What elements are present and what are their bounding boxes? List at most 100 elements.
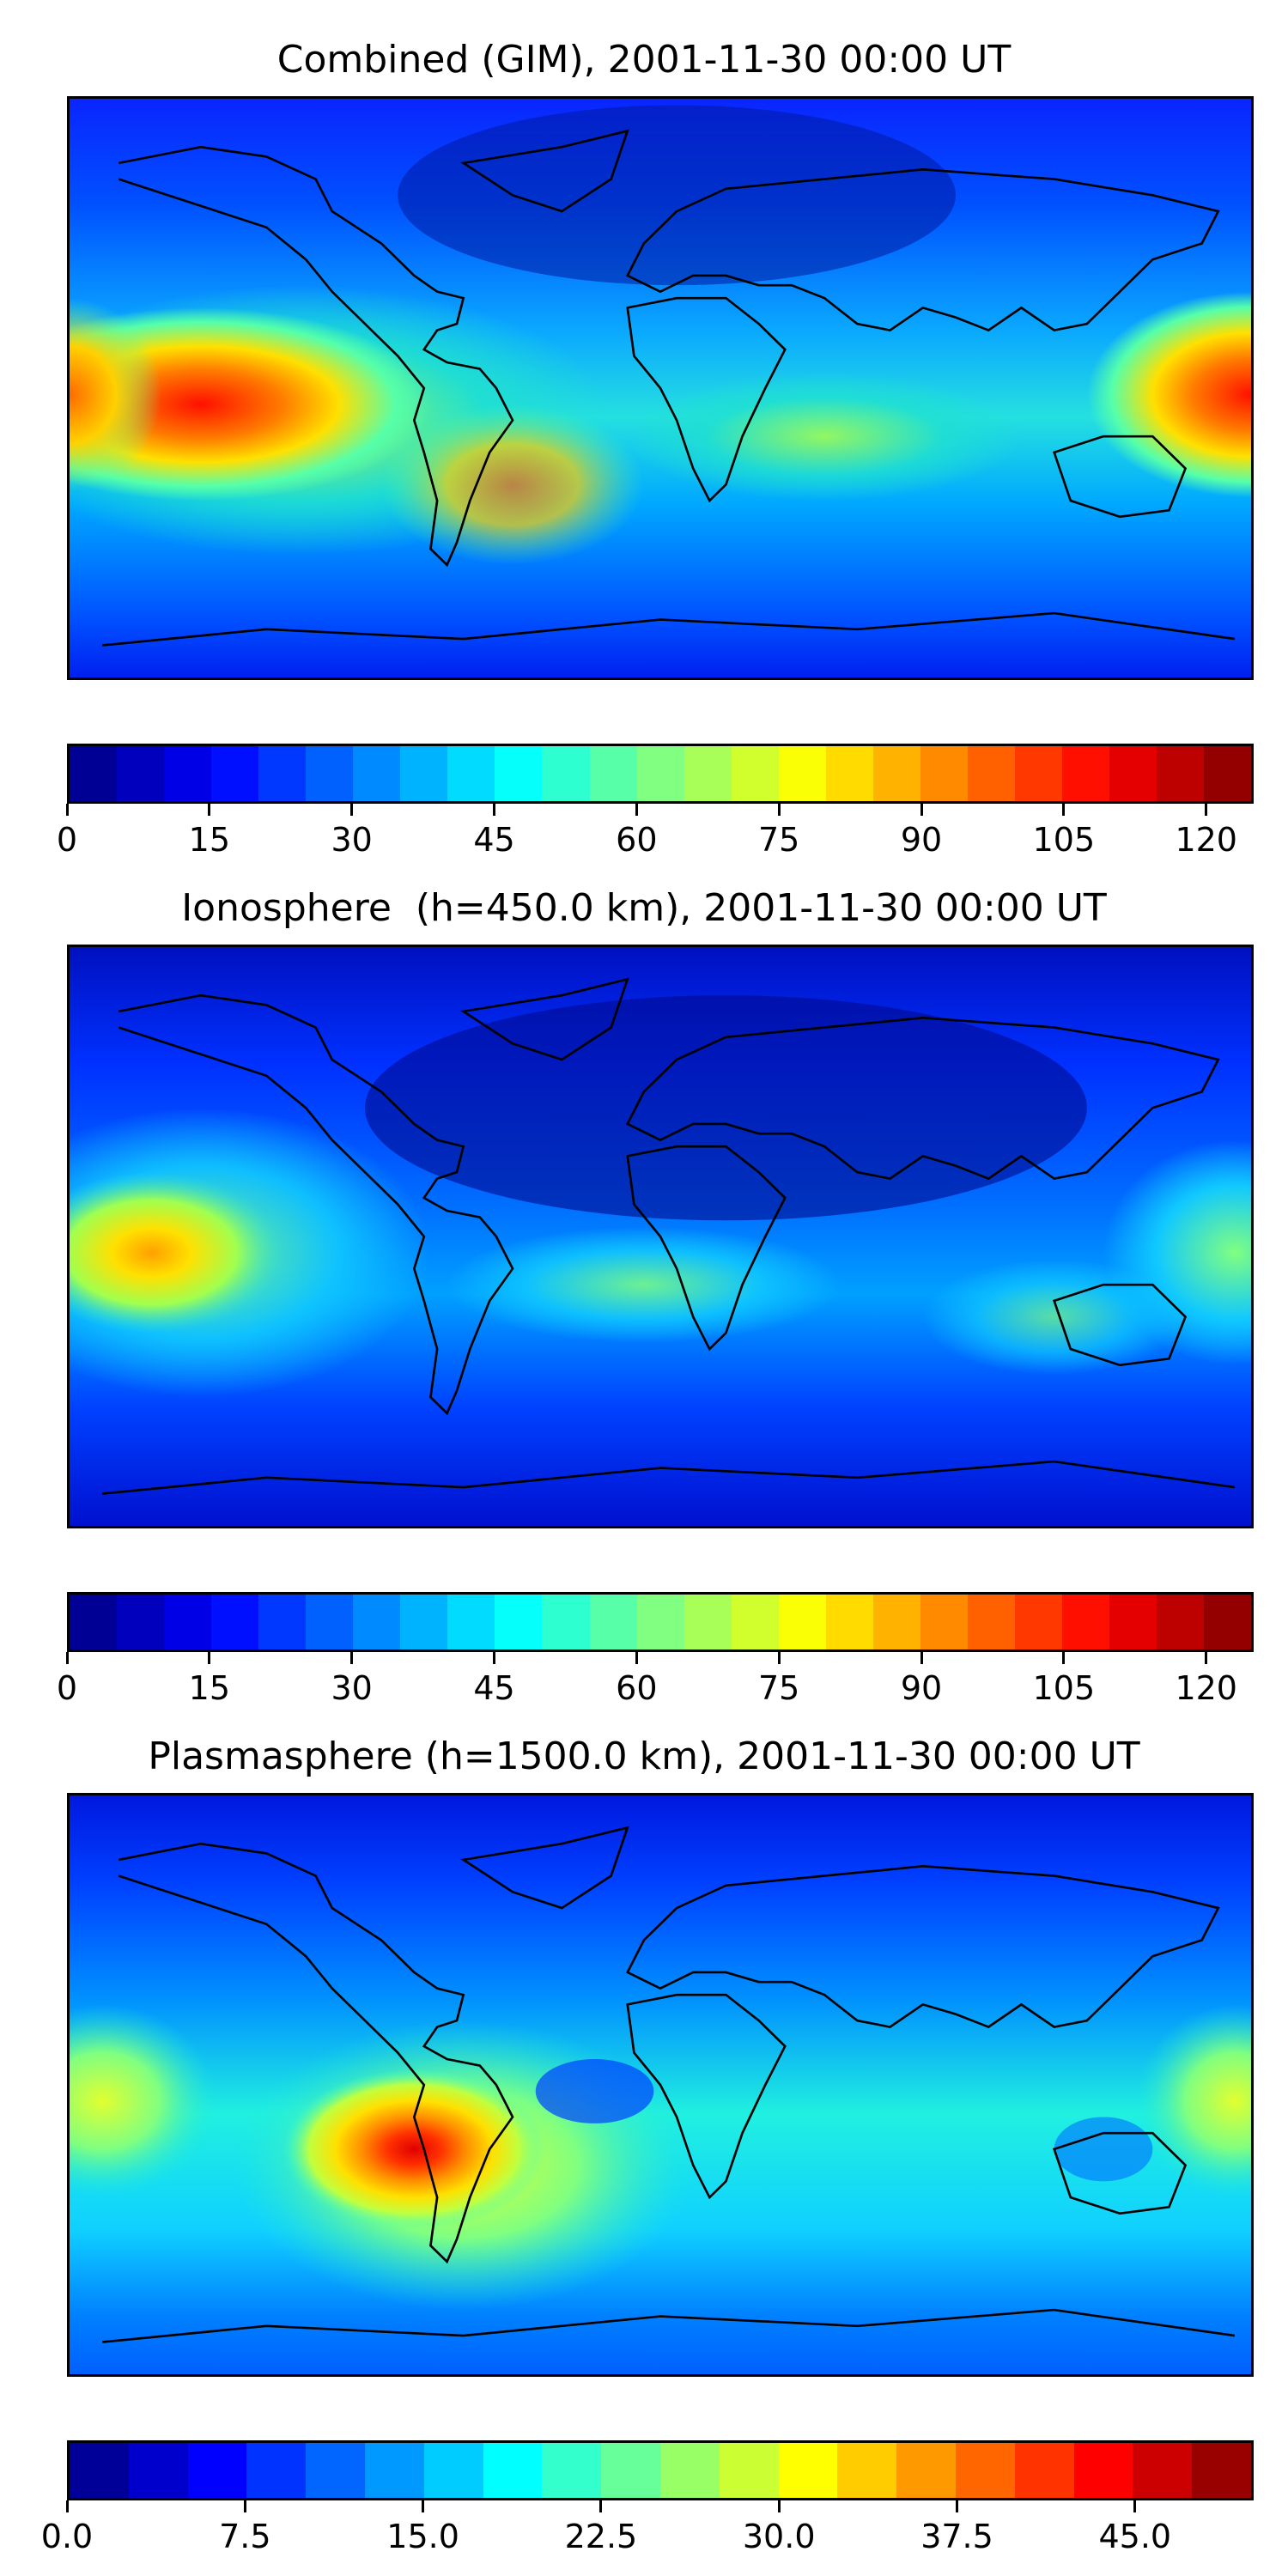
colorbar-level [872,746,920,801]
colorbar-level [353,1595,401,1649]
tick-label: 15 [188,821,231,859]
colorbar-level [128,2443,188,2498]
coastlines [102,129,1236,647]
colorbar-level [683,746,732,801]
colorbar-level [636,746,684,801]
colorbar-level [825,1595,873,1649]
map-plasmasphere [67,1793,1254,2377]
colorbar-level [1061,1595,1110,1649]
tick-mark [599,2500,603,2512]
tick-mark [65,1652,69,1664]
tick-mark [65,804,69,816]
colorbar-combined [67,744,1254,804]
map-title-ionosphere: Ionosphere (h=450.0 km), 2001-11-30 00:0… [181,886,1107,930]
colorbar-level [967,746,1015,801]
colorbar-level [778,746,826,801]
tick-mark [777,1652,781,1664]
plasmasphere-tec-map [70,1795,1251,2374]
tick-mark [1062,804,1066,816]
colorbar-level [1204,746,1251,801]
colorbar-level [837,2443,897,2498]
colorbar-level [495,1595,543,1649]
colorbar-level [483,2443,543,2498]
tick-mark [777,804,781,816]
coastlines [102,1826,1236,2343]
tick-label: 120 [1175,821,1237,859]
colorbar-ticks-ionosphere: 0 15 30 45 60 75 90 105 120 [57,1652,1254,1712]
colorbar-level [542,746,590,801]
tick-mark [350,1652,354,1664]
colorbar-level [1061,746,1110,801]
tick-label: 15.0 [386,2518,459,2555]
tick-label: 22.5 [564,2518,638,2555]
tick-label: 30.0 [742,2518,816,2555]
colorbar-level [258,1595,307,1649]
map-title-plasmasphere: Plasmasphere (h=1500.0 km), 2001-11-30 0… [148,1735,1140,1778]
tick-mark [1205,804,1208,816]
colorbar-level [636,1595,684,1649]
colorbar-level [1133,2443,1193,2498]
colorbar-level [211,746,259,801]
colorbar-level [920,1595,968,1649]
colorbar-level [920,746,968,801]
tick-label: 0 [56,1669,78,1707]
colorbar-ticks-combined: 0 15 30 45 60 75 90 105 120 [57,804,1254,864]
colorbar-level [306,1595,354,1649]
coastlines [102,977,1236,1495]
colorbar-level [306,746,354,801]
colorbar-level [246,2443,307,2498]
colorbar-level [187,2443,247,2498]
colorbar-level [117,1595,165,1649]
colorbar-level [542,1595,590,1649]
tick-label: 75 [758,821,800,859]
colorbar-level [164,746,212,801]
colorbar-level [659,2443,720,2498]
tick-label: 0.0 [40,2518,94,2555]
tick-mark [1062,1652,1066,1664]
tick-mark [1205,1652,1208,1664]
colorbar-level [1073,2443,1133,2498]
colorbar-level [70,1595,118,1649]
ionosphere-tec-map [70,947,1251,1526]
tick-mark [635,804,638,816]
colorbar-level [117,746,165,801]
colorbar-ionosphere [67,1592,1254,1652]
colorbar-level [778,1595,826,1649]
tick-mark [65,2500,69,2512]
colorbar-level [306,2443,365,2498]
colorbar-level [1109,1595,1157,1649]
colorbar-level [258,746,307,801]
colorbar-level [1192,2443,1251,2498]
colorbar-level [447,1595,495,1649]
tick-label: 7.5 [219,2518,271,2555]
colorbar-level [1157,746,1205,801]
tick-label: 105 [1032,821,1096,859]
colorbar-level [164,1595,212,1649]
colorbar-level [70,746,118,801]
colorbar-level [495,746,543,801]
colorbar-level [896,2443,956,2498]
tick-label: 45 [473,821,515,859]
colorbar-level [1014,746,1062,801]
colorbar-level [211,1595,259,1649]
colorbar-level [589,746,637,801]
colorbar-level [353,746,401,801]
colorbar-level [364,2443,424,2498]
tick-label: 60 [616,821,658,859]
tick-mark [956,2500,958,2512]
tick-label: 45.0 [1098,2518,1172,2555]
tick-mark [920,804,923,816]
map-ionosphere [67,945,1254,1528]
colorbar-level [955,2443,1015,2498]
tick-mark [208,1652,211,1664]
tick-mark [635,1652,638,1664]
map-combined-gim [67,96,1254,680]
colorbar-level [400,746,448,801]
colorbar-level [731,1595,779,1649]
colorbar-level [423,2443,483,2498]
tick-label: 0 [56,821,78,859]
tick-label: 15 [188,1669,231,1707]
colorbar-level [778,2443,838,2498]
tick-mark [777,2500,781,2512]
colorbar-ticks-plasmasphere: 0.0 7.5 15.0 22.5 30.0 37.5 45.0 [41,2500,1254,2561]
